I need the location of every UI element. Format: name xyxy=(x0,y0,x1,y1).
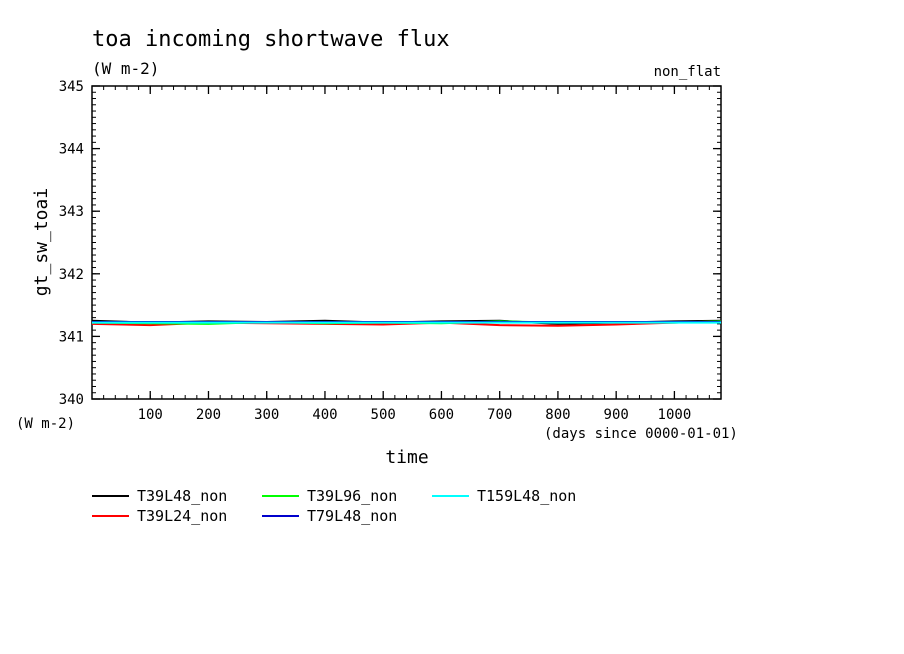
x-tick-label: 200 xyxy=(196,407,221,423)
minor-ticks xyxy=(92,86,721,399)
x-tick-label: 400 xyxy=(312,407,337,423)
y-tick-label: 344 xyxy=(59,142,84,158)
y-axis-units: (W m-2) xyxy=(16,416,75,432)
legend-label: T159L48_non xyxy=(477,487,576,505)
y-tick-label: 340 xyxy=(59,392,84,408)
plot-frame xyxy=(91,85,722,400)
series-lines xyxy=(91,319,722,327)
y-tick-label: 342 xyxy=(59,267,84,283)
major-ticks xyxy=(92,85,721,400)
y-tick-label: 345 xyxy=(59,79,84,95)
x-axis-label: time xyxy=(385,447,428,468)
x-tick-label: 500 xyxy=(371,407,396,423)
x-tick-label: 100 xyxy=(138,407,163,423)
y-axis-label: gt_sw_toai xyxy=(31,188,52,296)
legend-label: T39L96_non xyxy=(307,487,397,505)
x-tick-label: 1000 xyxy=(658,407,692,423)
y-tick-label: 343 xyxy=(59,204,84,220)
legend-label: T39L24_non xyxy=(137,507,227,525)
x-tick-label: 900 xyxy=(604,407,629,423)
x-tick-label: 300 xyxy=(254,407,279,423)
corner-label: non_flat xyxy=(654,64,721,80)
legend-label: T39L48_non xyxy=(137,487,227,505)
x-tick-label: 600 xyxy=(429,407,454,423)
legend-label: T79L48_non xyxy=(307,507,397,525)
y-tick-labels: 340 341 342 343 344 345 xyxy=(59,79,84,408)
x-axis-units: (days since 0000-01-01) xyxy=(544,426,738,442)
x-tick-label: 700 xyxy=(487,407,512,423)
chart-units: (W m-2) xyxy=(92,59,159,78)
chart-title: toa incoming shortwave flux xyxy=(92,27,450,52)
y-tick-label: 341 xyxy=(59,329,84,345)
x-tick-labels: 100 200 300 400 500 600 700 800 900 1000 xyxy=(138,407,692,423)
x-tick-label: 800 xyxy=(545,407,570,423)
legend: T39L48_non T39L24_non T39L96_non T79L48_non… xyxy=(92,487,576,525)
